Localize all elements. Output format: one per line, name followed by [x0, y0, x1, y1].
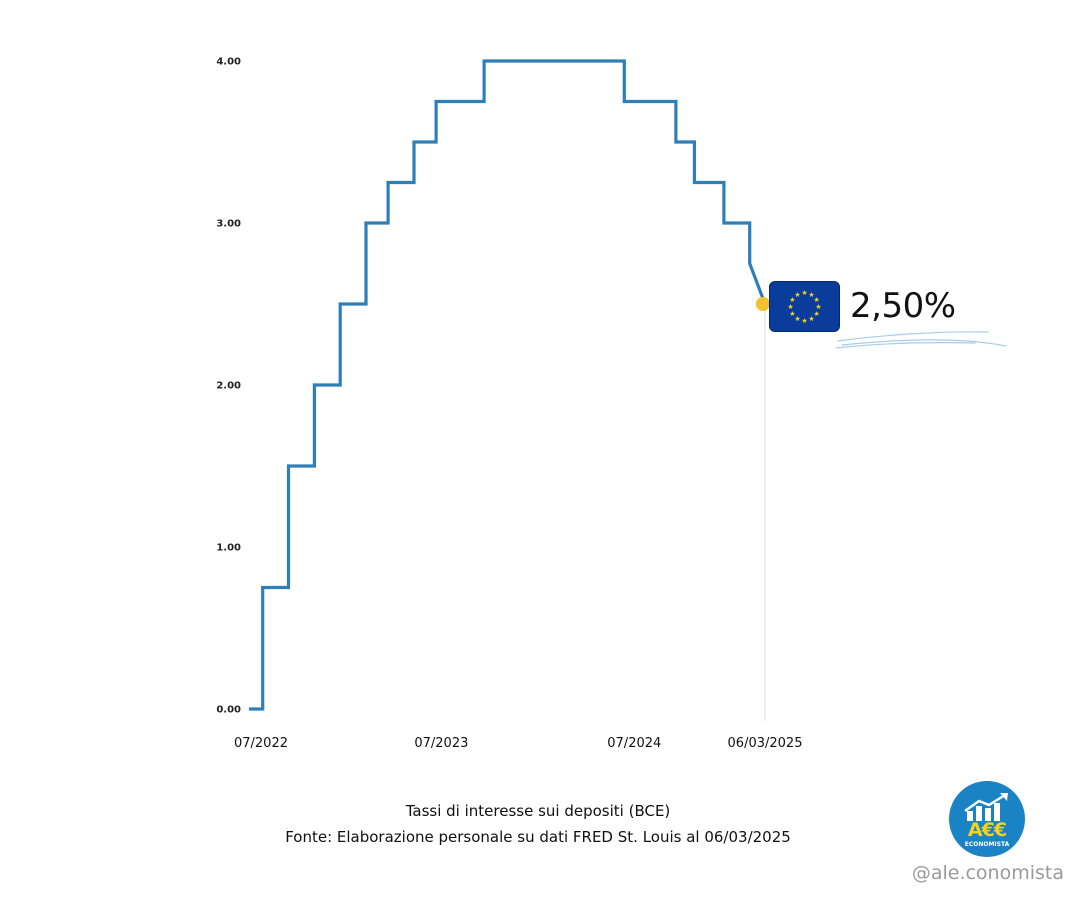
- series-line-deposit-rate: [249, 59, 767, 711]
- chart-title: Tassi di interesse sui depositi (BCE): [405, 802, 671, 820]
- flag-star: ★: [789, 310, 795, 318]
- flag-star: ★: [801, 289, 807, 297]
- flag-star: ★: [813, 296, 819, 304]
- logo-text: A€€: [967, 819, 1007, 841]
- y-tick-label: 0.00: [216, 705, 241, 716]
- flag-star: ★: [813, 310, 819, 318]
- eu-stars: ★ ★★★★★★★★★★★: [787, 289, 821, 325]
- flag-star: ★: [815, 303, 821, 311]
- flag-star: ★: [808, 291, 814, 299]
- eu-flag-icon: ★ ★ ★ ★ ★ ★ ★ ★ ★ ★ ★ ★: [769, 281, 840, 332]
- annotation-value: 2,50%: [850, 286, 956, 326]
- x-tick-label: 07/2024: [607, 736, 661, 751]
- brand-logo: A€€ ECONOMISTA: [949, 781, 1025, 857]
- chart-source: Fonte: Elaborazione personale su dati FR…: [285, 828, 791, 846]
- y-tick-label: 4.00: [216, 57, 241, 68]
- y-tick-label: 3.00: [216, 219, 241, 230]
- x-tick-label: 07/2023: [414, 736, 468, 751]
- annotation-scribble: [835, 331, 1007, 349]
- flag-star: ★: [794, 291, 800, 299]
- flag-star: ★: [787, 303, 793, 311]
- flag-star: ★: [794, 315, 800, 323]
- flag-star: ★: [801, 317, 807, 325]
- flag-star: ★: [808, 315, 814, 323]
- y-axis-ticks: 0.00 1.00 2.00 3.00 4.00: [216, 57, 241, 716]
- flag-star: ★: [789, 296, 795, 304]
- y-tick-label: 2.00: [216, 381, 241, 392]
- y-tick-label: 1.00: [216, 543, 241, 554]
- last-value-marker: [756, 297, 770, 311]
- social-handle: @ale.conomista: [911, 862, 1064, 884]
- logo-subtext: ECONOMISTA: [964, 841, 1010, 848]
- x-tick-label: 07/2022: [234, 736, 288, 751]
- x-tick-label: 06/03/2025: [728, 736, 803, 751]
- x-axis-ticks: 07/2022 07/2023 07/2024 06/03/2025: [234, 736, 802, 751]
- chart-up-icon: [964, 793, 1008, 821]
